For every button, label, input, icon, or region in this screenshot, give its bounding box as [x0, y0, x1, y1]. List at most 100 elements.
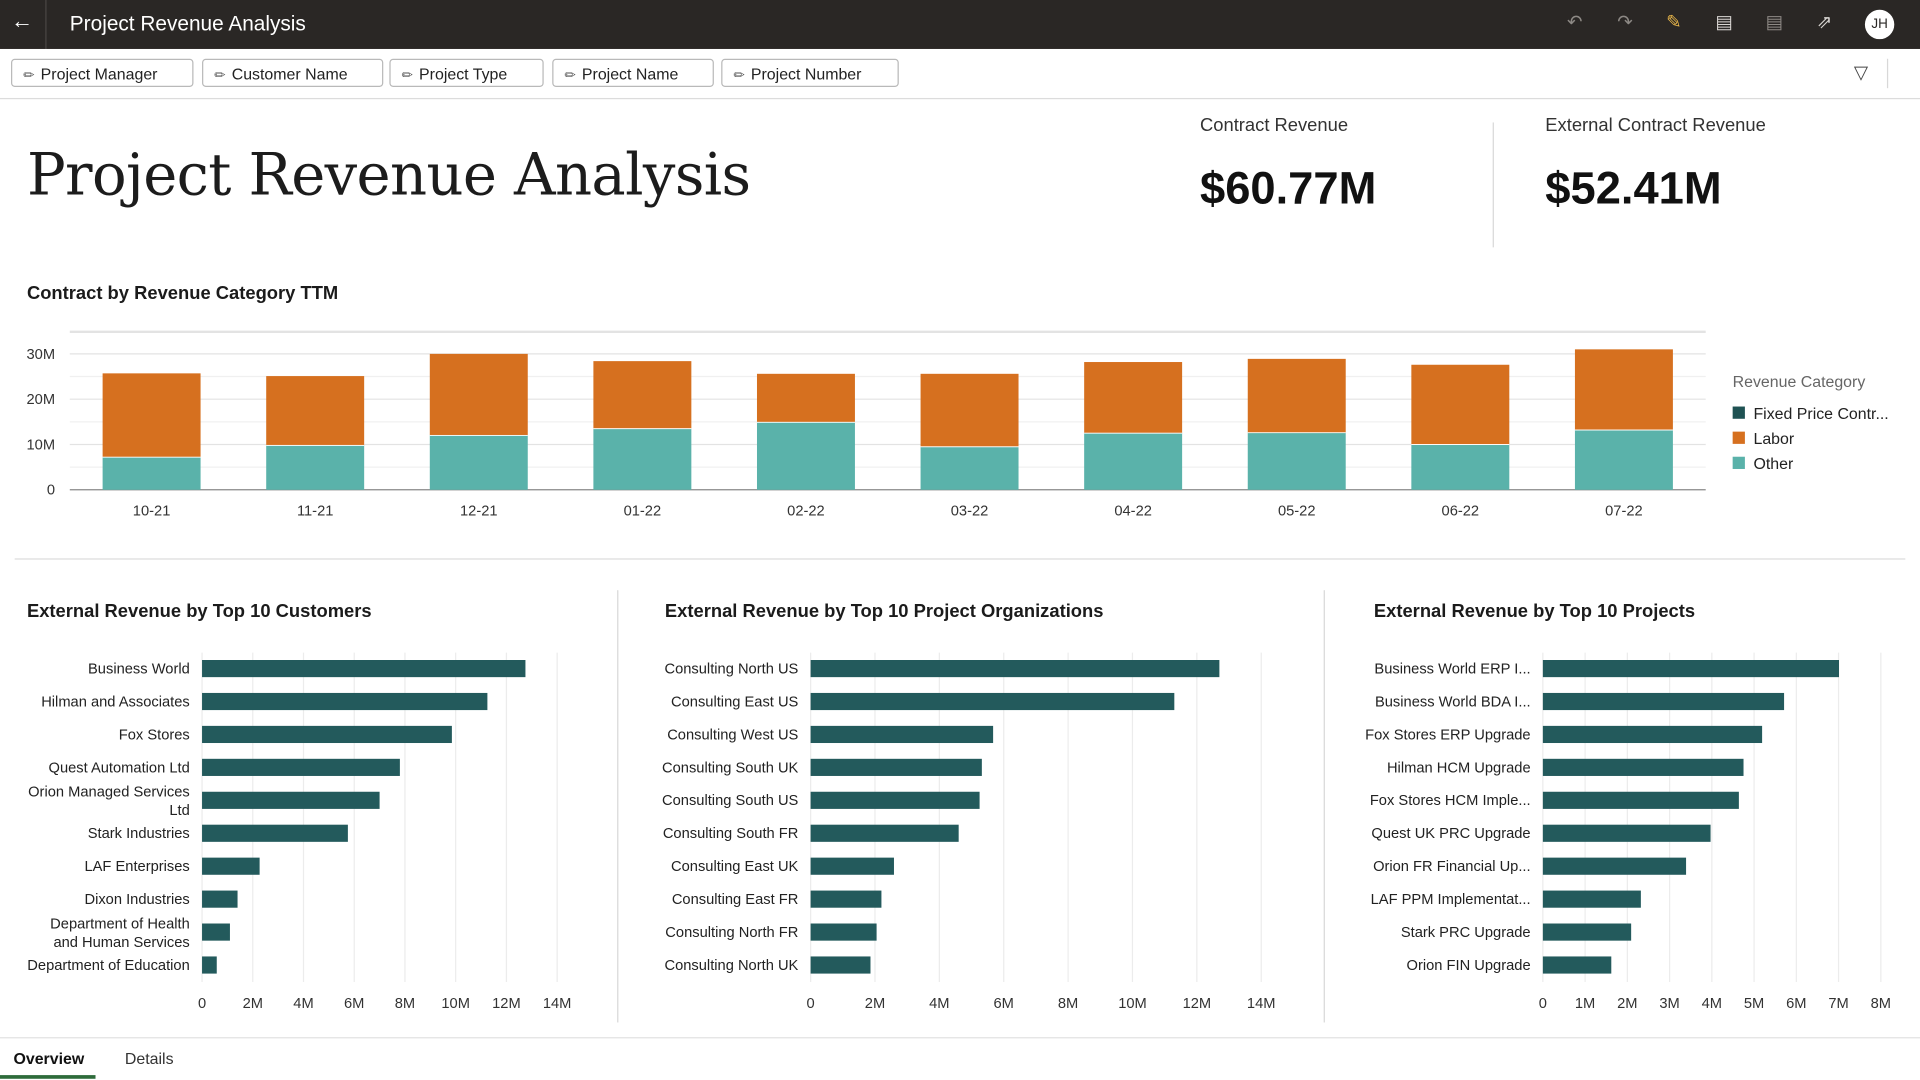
category-label: LAF PPM Implementat...	[1371, 892, 1531, 908]
legend-item: Other	[1753, 456, 1793, 473]
x-tick-label: 04-22	[1114, 504, 1152, 520]
filter-project-type[interactable]: ✏ Project Type	[389, 58, 544, 87]
category-label: Consulting North UK	[664, 958, 798, 974]
filter-project-number[interactable]: ✏ Project Number	[721, 58, 899, 87]
bar	[1542, 758, 1744, 776]
filter-label: Project Name	[581, 64, 679, 84]
x-tick-label: 05-22	[1278, 504, 1316, 520]
x-tick-label: 4M	[1702, 996, 1722, 1012]
category-label: Business World	[88, 661, 190, 677]
x-tick-label: 3M	[1659, 996, 1679, 1012]
filter-project-name[interactable]: ✏ Project Name	[552, 58, 714, 87]
x-tick-label: 14M	[1247, 996, 1276, 1012]
x-tick-label: 03-22	[951, 504, 989, 520]
x-tick-label: 12-21	[460, 504, 498, 520]
divider	[1323, 590, 1325, 1023]
x-tick-label: 11-21	[297, 504, 333, 520]
category-label: Hilman and Associates	[41, 694, 190, 710]
category-label: Business World ERP I...	[1374, 661, 1530, 677]
filter-customer-name[interactable]: ✏ Customer Name	[202, 58, 384, 87]
category-label: Consulting East US	[671, 694, 799, 710]
x-tick-label: 12M	[492, 996, 521, 1012]
chart-title: Contract by Revenue Category TTM	[26, 282, 339, 304]
category-label: and Human Services	[53, 935, 189, 951]
bar	[1542, 725, 1763, 744]
edit-icon[interactable]: ✎	[1666, 12, 1682, 34]
bar-segment-other	[102, 456, 201, 490]
filter-icon[interactable]: ▽	[1853, 62, 1869, 84]
undo-icon[interactable]: ↶	[1566, 12, 1583, 34]
bar-segment-other	[1247, 432, 1346, 490]
filter-project-manager[interactable]: ✏ Project Manager	[11, 58, 194, 87]
category-label: Consulting East FR	[672, 892, 799, 908]
legend-title: Revenue Category	[1733, 374, 1866, 391]
tab-details[interactable]: Details	[124, 1049, 174, 1068]
category-label: Consulting South FR	[663, 826, 799, 842]
export-icon[interactable]: ⇗	[1816, 12, 1833, 34]
category-label: LAF Enterprises	[84, 859, 189, 875]
bar	[810, 660, 1220, 678]
bar-segment-labor	[266, 376, 365, 445]
bar-segment-other	[756, 421, 855, 490]
divider	[1492, 122, 1494, 248]
bar	[202, 660, 526, 678]
bar	[202, 956, 217, 974]
bar-segment-labor	[1574, 349, 1673, 430]
x-tick-label: 4M	[293, 996, 313, 1012]
bar-segment-other	[429, 434, 528, 490]
bar	[810, 791, 980, 809]
avatar[interactable]: JH	[1864, 9, 1895, 40]
bar	[810, 824, 959, 842]
x-tick-label: 2M	[1617, 996, 1637, 1012]
legend-swatch	[1732, 406, 1745, 419]
bar	[202, 692, 488, 711]
kpi-label: Contract Revenue	[1200, 115, 1349, 136]
bar	[1542, 857, 1687, 875]
x-tick-label: 02-22	[787, 504, 825, 520]
x-tick-label: 8M	[1871, 996, 1891, 1012]
category-label: Consulting South US	[662, 793, 799, 809]
bar	[1542, 824, 1711, 842]
category-label: Fox Stores HCM Imple...	[1370, 793, 1531, 809]
bar	[810, 923, 877, 941]
legend-swatch	[1732, 431, 1745, 444]
bar-segment-labor	[102, 373, 201, 457]
filter-label: Project Manager	[40, 64, 158, 84]
bar	[202, 890, 238, 908]
redo-icon[interactable]: ↷	[1617, 12, 1633, 34]
bar	[202, 725, 452, 744]
pin-icon: ✏	[214, 68, 226, 84]
bar	[1542, 890, 1641, 908]
bar	[810, 890, 882, 908]
category-label: Stark PRC Upgrade	[1401, 925, 1531, 941]
data-icon[interactable]: ▤	[1715, 12, 1733, 34]
bar	[810, 956, 871, 974]
x-tick-label: 7M	[1828, 996, 1848, 1012]
x-tick-label: 8M	[1058, 996, 1078, 1012]
bar-segment-labor	[1247, 358, 1346, 433]
legend-swatch	[1732, 456, 1745, 469]
x-tick-label: 01-22	[624, 504, 662, 520]
comment-icon[interactable]: ▤	[1765, 12, 1783, 34]
filter-label: Project Number	[750, 64, 862, 84]
bar-segment-labor	[1084, 362, 1183, 433]
y-tick-label: 0	[47, 483, 55, 499]
category-label: Department of Education	[27, 958, 189, 974]
x-tick-label: 2M	[243, 996, 263, 1012]
chart-title: External Revenue by Top 10 Customers	[26, 601, 372, 623]
category-label: Consulting North FR	[665, 925, 798, 941]
x-tick-label: 10M	[441, 996, 470, 1012]
bar	[202, 758, 400, 776]
category-label: Orion FR Financial Up...	[1373, 859, 1531, 875]
legend-item: Fixed Price Contr...	[1753, 406, 1888, 423]
bar	[810, 758, 982, 776]
category-label: Ltd	[169, 803, 189, 819]
back-arrow-icon[interactable]: ←	[11, 8, 34, 34]
category-label: Business World BDA I...	[1375, 694, 1531, 710]
tab-overview[interactable]: Overview	[13, 1049, 85, 1068]
y-tick-label: 20M	[27, 392, 56, 408]
bar	[1542, 660, 1839, 678]
category-label: Consulting East UK	[671, 859, 799, 875]
